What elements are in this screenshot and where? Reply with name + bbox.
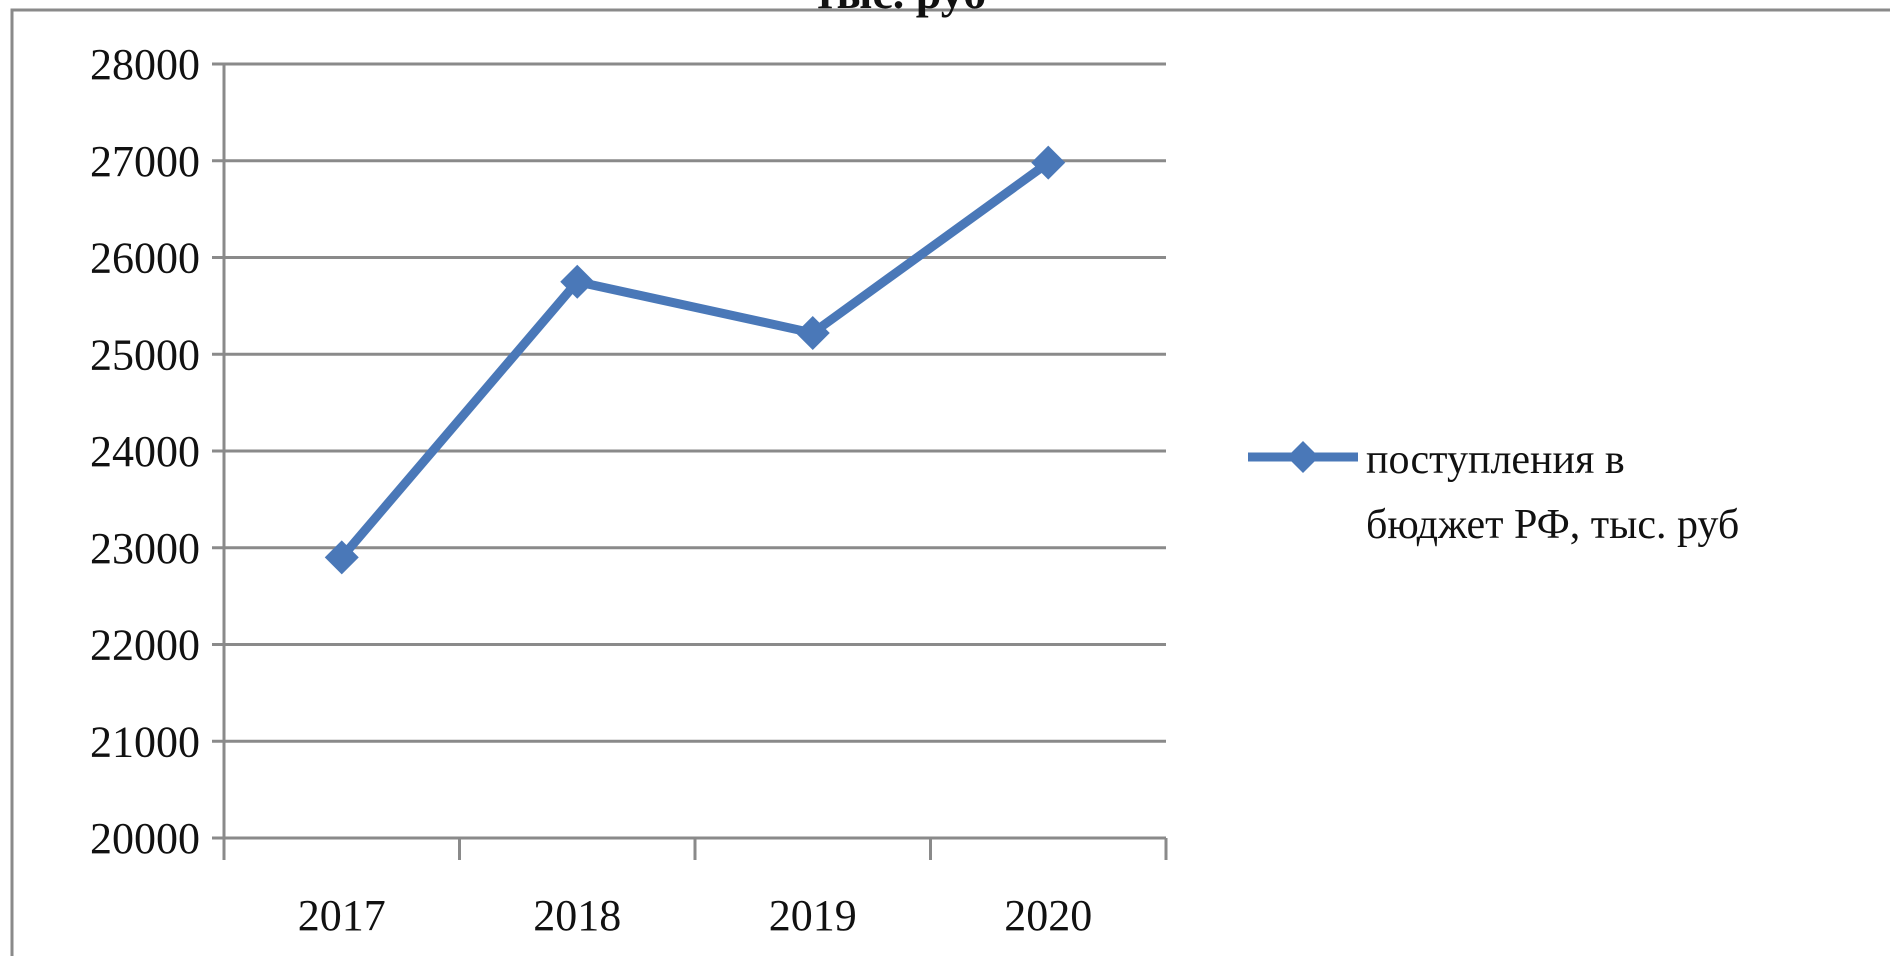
- legend: поступления в бюджет РФ, тыс. руб: [1248, 437, 1739, 548]
- y-tick-label: 26000: [90, 234, 200, 283]
- series-markers: [324, 145, 1066, 575]
- y-tick-label: 21000: [90, 717, 200, 766]
- legend-diamond-marker: [1287, 441, 1319, 473]
- gridlines: [212, 62, 1166, 840]
- chart-title-fragment: тыс. руб: [814, 0, 986, 18]
- data-point-marker: [324, 540, 359, 575]
- chart-frame: [10, 8, 1890, 961]
- legend-label-line-1: поступления в: [1366, 437, 1625, 483]
- data-point-marker: [560, 264, 595, 299]
- y-tick-label: 20000: [90, 814, 200, 863]
- x-tick-label: 2019: [769, 891, 857, 940]
- y-tick-label: 23000: [90, 524, 200, 573]
- y-tick-label: 24000: [90, 427, 200, 476]
- y-tick-label: 25000: [90, 330, 200, 379]
- legend-label-line-2: бюджет РФ, тыс. руб: [1366, 502, 1739, 548]
- series-line: [338, 159, 1051, 561]
- data-point-marker: [795, 315, 830, 350]
- series-line-path: [338, 159, 1051, 561]
- y-tick-label: 28000: [90, 40, 200, 89]
- x-axis-tick-labels: 2017 2018 2019 2020: [298, 891, 1093, 940]
- axes: [222, 64, 1168, 860]
- x-tick-label: 2018: [533, 891, 621, 940]
- data-point-marker: [1031, 145, 1066, 180]
- y-axis-tick-labels: 28000 27000 26000 25000 24000 23000 22000 21000…: [90, 40, 200, 863]
- y-tick-label: 22000: [90, 621, 200, 670]
- y-tick-label: 27000: [90, 137, 200, 186]
- x-tick-label: 2020: [1004, 891, 1092, 940]
- x-tick-label: 2017: [298, 891, 386, 940]
